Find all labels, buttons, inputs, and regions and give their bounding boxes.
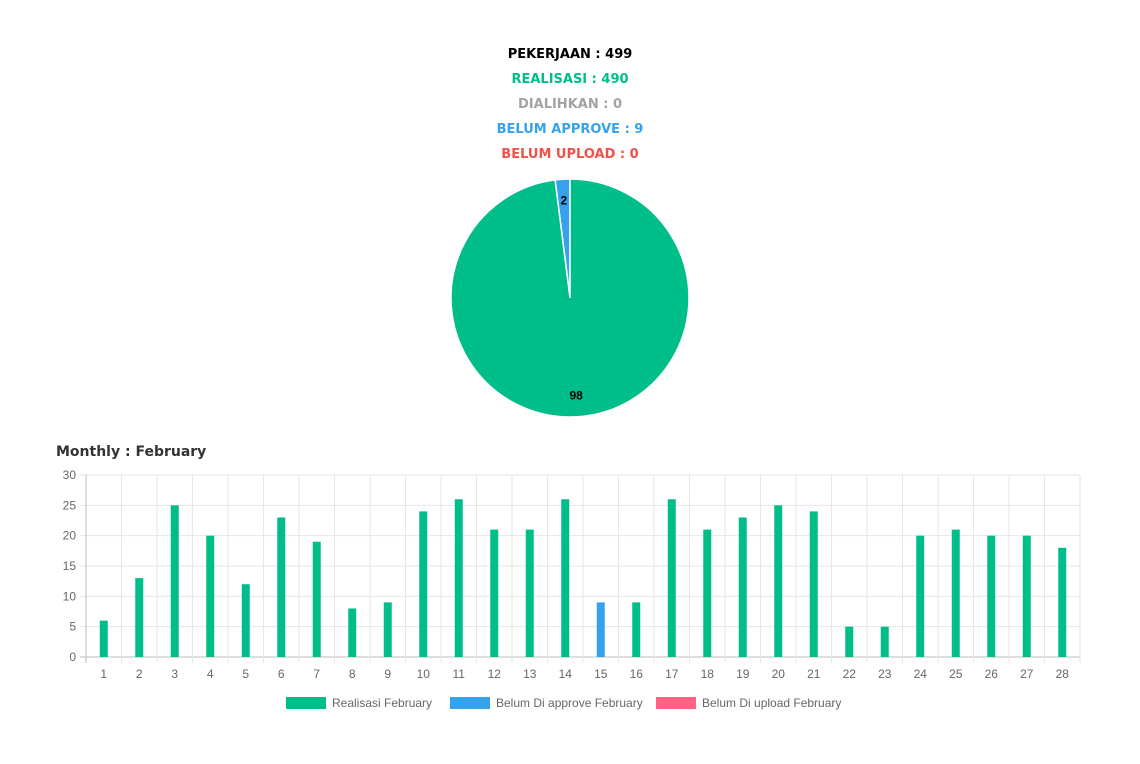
- x-tick-label: 5: [242, 667, 249, 681]
- x-tick-label: 19: [736, 667, 750, 681]
- belum-approve-count: BELUM APPROVE : 9: [496, 122, 644, 137]
- bar-realisasi-10[interactable]: [419, 511, 428, 657]
- x-tick-label: 2: [136, 667, 143, 681]
- y-tick-label: 30: [63, 468, 77, 482]
- bar-chart[interactable]: 0 5 10 15 20 25 30 1 2 3 4 5 6 7 8 9 10 11 12 13 14 15 16 17 18 1…: [40, 462, 1100, 722]
- x-tick-label: 8: [349, 667, 356, 681]
- x-tick-label: 9: [384, 667, 391, 681]
- x-tick-label: 14: [559, 667, 573, 681]
- bar-realisasi-4[interactable]: [206, 535, 215, 657]
- bar-realisasi-26[interactable]: [987, 535, 996, 657]
- bar-realisasi-1[interactable]: [99, 620, 108, 657]
- pie-slice-98[interactable]: [450, 178, 690, 418]
- bar-realisasi-20[interactable]: [774, 505, 783, 657]
- realisasi-count: REALISASI : 490: [511, 72, 629, 87]
- pie-label-98: 98: [569, 388, 583, 402]
- pie-chart-svg[interactable]: 2 98: [440, 168, 700, 428]
- y-tick-label: 25: [63, 498, 77, 512]
- legend-label[interactable]: Belum Di upload February: [702, 696, 841, 710]
- x-tick-label: 4: [207, 667, 214, 681]
- bar-realisasi-9[interactable]: [383, 602, 392, 657]
- x-tick-label: 23: [878, 667, 892, 681]
- summary-panel: PEKERJAAN : 499 REALISASI : 490 DIALIHKA…: [0, 42, 1140, 167]
- x-tick-label: 20: [772, 667, 786, 681]
- x-tick-label: 25: [949, 667, 963, 681]
- bar-realisasi-11[interactable]: [454, 499, 463, 657]
- x-tick-label: 12: [488, 667, 502, 681]
- bar-realisasi-22[interactable]: [845, 626, 854, 657]
- bar-realisasi-7[interactable]: [312, 541, 321, 657]
- bar-realisasi-27[interactable]: [1022, 535, 1031, 657]
- bar-belum-approve-15[interactable]: [596, 602, 605, 657]
- x-tick-label: 7: [313, 667, 320, 681]
- pie-chart[interactable]: 2 98: [440, 168, 700, 428]
- x-tick-label: 27: [1020, 667, 1034, 681]
- legend-swatch[interactable]: [450, 697, 490, 709]
- legend-label[interactable]: Belum Di approve February: [496, 696, 643, 710]
- dialihkan-count: DIALIHKAN : 0: [518, 97, 622, 112]
- x-tick-label: 10: [417, 667, 431, 681]
- bar-realisasi-14[interactable]: [561, 499, 570, 657]
- bar-realisasi-18[interactable]: [703, 529, 712, 657]
- bar-realisasi-8[interactable]: [348, 608, 357, 657]
- x-tick-label: 11: [453, 667, 466, 681]
- bar-realisasi-3[interactable]: [170, 505, 179, 657]
- bar-realisasi-5[interactable]: [241, 584, 250, 657]
- x-tick-label: 13: [523, 667, 537, 681]
- x-tick-label: 28: [1056, 667, 1070, 681]
- bar-realisasi-13[interactable]: [525, 529, 534, 657]
- bar-realisasi-12[interactable]: [490, 529, 499, 657]
- bar-realisasi-17[interactable]: [667, 499, 676, 657]
- x-tick-label: 3: [171, 667, 178, 681]
- y-tick-label: 5: [69, 620, 76, 634]
- belum-upload-count: BELUM UPLOAD : 0: [501, 147, 639, 162]
- x-tick-label: 24: [914, 667, 928, 681]
- pekerjaan-count: PEKERJAAN : 499: [507, 47, 633, 62]
- bar-realisasi-6[interactable]: [277, 517, 286, 657]
- bar-realisasi-2[interactable]: [135, 578, 144, 657]
- bar-realisasi-19[interactable]: [738, 517, 747, 657]
- bar-realisasi-24[interactable]: [916, 535, 925, 657]
- x-tick-label: 21: [807, 667, 821, 681]
- y-tick-label: 10: [63, 589, 77, 603]
- x-tick-label: 17: [665, 667, 679, 681]
- x-tick-label: 15: [594, 667, 608, 681]
- x-tick-label: 22: [843, 667, 857, 681]
- y-tick-label: 20: [63, 529, 77, 543]
- x-tick-label: 1: [100, 667, 107, 681]
- pie-label-2: 2: [561, 194, 568, 208]
- x-tick-label: 18: [701, 667, 715, 681]
- legend-swatch[interactable]: [286, 697, 326, 709]
- x-tick-label: 6: [278, 667, 285, 681]
- legend-swatch[interactable]: [656, 697, 696, 709]
- bar-realisasi-23[interactable]: [880, 626, 889, 657]
- monthly-title: Monthly : February: [56, 444, 207, 460]
- legend-label[interactable]: Realisasi February: [332, 696, 432, 710]
- bar-realisasi-21[interactable]: [809, 511, 818, 657]
- bar-realisasi-25[interactable]: [951, 529, 960, 657]
- x-tick-label: 16: [630, 667, 644, 681]
- bar-realisasi-28[interactable]: [1058, 547, 1067, 657]
- y-tick-label: 0: [69, 650, 76, 664]
- x-tick-label: 26: [985, 667, 999, 681]
- y-tick-label: 15: [63, 559, 77, 573]
- bar-realisasi-16[interactable]: [632, 602, 641, 657]
